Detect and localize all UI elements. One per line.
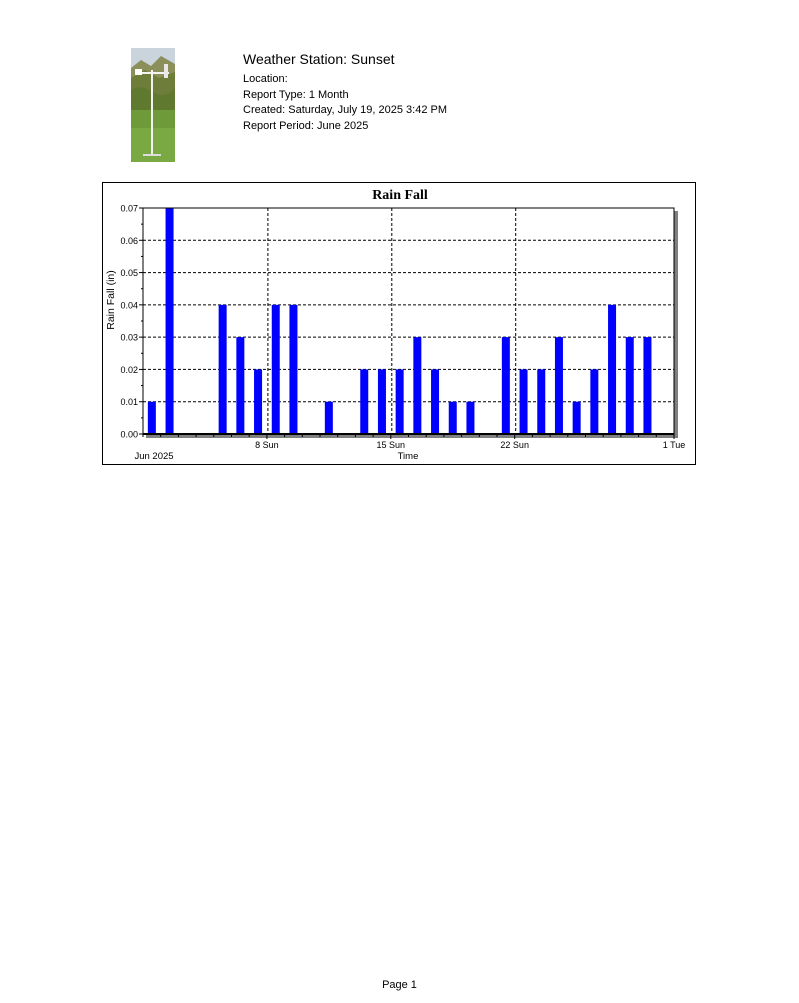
y-tick-label: 0.01 [120,397,138,407]
chart-title: Rain Fall [372,188,428,203]
x-tick-label: 22 Sun [500,440,529,450]
rain-bar [501,337,510,434]
plot-shadow-bottom [146,434,678,438]
x-tick-label: 8 Sun [255,440,279,450]
station-photo [131,48,175,162]
x-tick-label: 15 Sun [377,440,406,450]
weather-station-image [131,48,175,162]
rain-bar [466,401,475,434]
rain-bar [431,369,440,434]
rain-bar [271,304,280,434]
rain-bar [537,369,546,434]
rain-bar [590,369,599,434]
rain-bar [625,337,634,434]
x-tick-label: 1 Tue [663,440,686,450]
y-tick-label: 0.06 [120,236,138,246]
rain-bar [236,337,245,434]
y-tick-label: 0.04 [120,300,138,310]
rain-bar [360,369,369,434]
rain-bar [165,208,174,434]
y-tick-label: 0.05 [120,268,138,278]
y-axis-label: Rain Fall (in) [105,270,117,330]
location-line: Location: [243,73,288,85]
x-start-label: Jun 2025 [134,451,173,462]
rain-bar [289,304,298,434]
rain-bar [643,337,652,434]
rain-fall-chart: Rain Fall 0.00 0.01 0.02 0.03 0.04 0.05 0.06 0.… [102,182,696,465]
created-line: Created: Saturday, July 19, 2025 3:42 PM [243,104,448,116]
y-tick-label: 0.03 [120,333,138,343]
rain-bar [395,369,404,434]
report-header: Weather Station: Sunset Location: Report… [243,50,447,134]
report-period-line: Report Period: June 2025 [243,119,369,132]
rain-bar [554,337,563,434]
station-title: Weather Station: Sunset [243,51,395,67]
rain-bar [519,369,528,434]
rain-bar [254,369,263,434]
page-number: Page 1 [382,979,417,991]
plot-area [143,208,674,434]
y-tick-label: 0.00 [120,430,138,440]
y-tick-label: 0.02 [120,365,138,375]
rain-bar [147,401,156,434]
y-tick-label: 0.07 [120,204,138,214]
rain-bar [448,401,457,434]
rain-bar [324,401,333,434]
chart-svg: Rain Fall 0.00 0.01 0.02 0.03 0.04 0.05 0.06 0.… [105,188,686,462]
rain-bar [377,369,386,434]
rain-bar [608,304,617,434]
plot-shadow-right [674,211,678,437]
rain-bar [218,304,227,434]
x-axis-label: Time [398,451,419,462]
report-type-line: Report Type: 1 Month [243,88,349,101]
rain-bar [572,401,581,434]
rain-bar [413,337,422,434]
